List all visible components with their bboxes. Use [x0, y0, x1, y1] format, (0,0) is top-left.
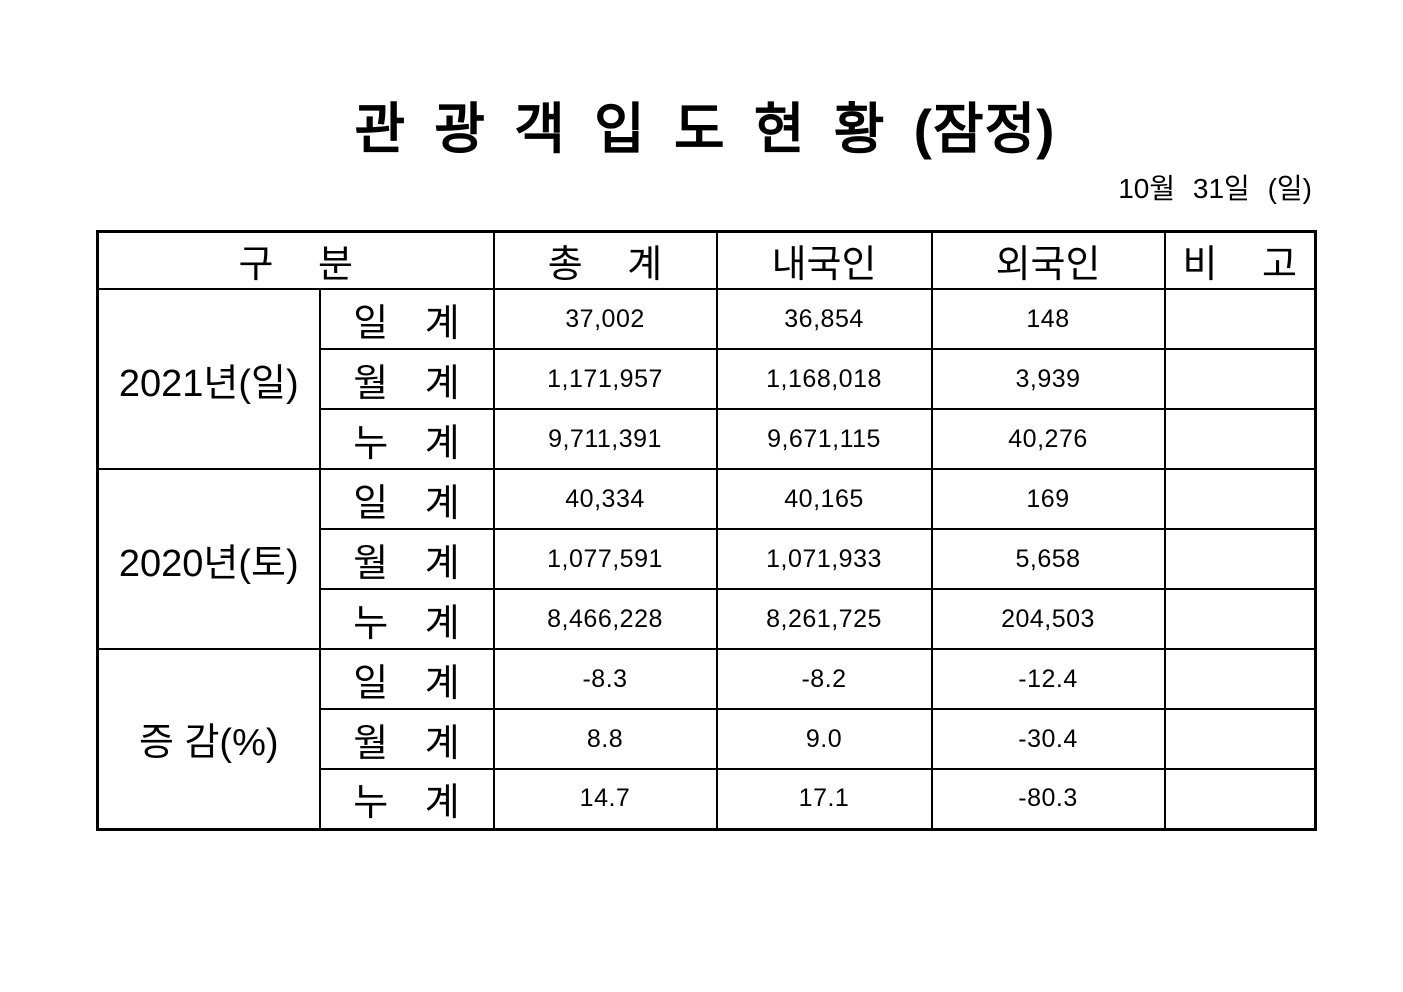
- report-date: 10월 31일 (일): [1118, 173, 1312, 204]
- group-label-change-pct: 증 감(%): [96, 648, 321, 831]
- cell-foreign: 169: [930, 468, 1166, 531]
- table-row: 2020년(토) 일 계 40,334 40,165 169: [96, 468, 1317, 651]
- table-row: 누 계 9,711,391 9,671,115 40,276: [98, 408, 1317, 471]
- cell-total: 1,171,957: [492, 348, 718, 411]
- cell-domestic: 36,854: [715, 288, 933, 351]
- cell-note: [1163, 588, 1317, 651]
- header-note: 비 고: [1163, 230, 1317, 291]
- cell-note: [1163, 408, 1317, 471]
- row-label-cumulative: 누 계: [318, 408, 495, 471]
- row-label-daily: 일 계: [318, 648, 495, 711]
- header-category: 구 분: [96, 230, 495, 291]
- group-label-2020: 2020년(토): [96, 468, 321, 651]
- cell-total: 8,466,228: [492, 588, 718, 651]
- cell-total: 8.8: [492, 708, 718, 771]
- cell-note: [1163, 528, 1317, 591]
- cell-total: 14.7: [492, 768, 718, 831]
- cell-total: 37,002: [492, 288, 718, 351]
- cell-domestic: 8,261,725: [715, 588, 933, 651]
- cell-foreign: -80.3: [930, 768, 1166, 831]
- row-label-cumulative: 누 계: [318, 588, 495, 651]
- table-row: 누 계 14.7 17.1 -80.3: [98, 768, 1317, 831]
- cell-note: [1163, 288, 1317, 351]
- cell-foreign: 40,276: [930, 408, 1166, 471]
- table-header: 구 분 총 계 내국인 외국인 비 고: [96, 230, 1317, 291]
- table-body: 2021년(일) 일 계 37,002 36,854 148 월 계 1,171…: [96, 288, 1317, 831]
- header-row: 구 분 총 계 내국인 외국인 비 고: [96, 230, 1317, 291]
- table-row: 월 계 1,077,591 1,071,933 5,658: [98, 528, 1317, 591]
- cell-foreign: -12.4: [930, 648, 1166, 711]
- cell-note: [1163, 768, 1317, 831]
- cell-domestic: 1,168,018: [715, 348, 933, 411]
- table-row: 누 계 8,466,228 8,261,725 204,503: [98, 588, 1317, 651]
- cell-foreign: 204,503: [930, 588, 1166, 651]
- cell-domestic: 9.0: [715, 708, 933, 771]
- row-label-monthly: 월 계: [318, 348, 495, 411]
- row-label-cumulative: 누 계: [318, 768, 495, 831]
- group-label-2021: 2021년(일): [96, 288, 321, 471]
- table-row: 증 감(%) 일 계 -8.3 -8.2 -12.4: [96, 648, 1317, 831]
- table-row: 2021년(일) 일 계 37,002 36,854 148: [96, 288, 1317, 471]
- cell-foreign: -30.4: [930, 708, 1166, 771]
- cell-foreign: 5,658: [930, 528, 1166, 591]
- row-label-monthly: 월 계: [318, 708, 495, 771]
- cell-domestic: 17.1: [715, 768, 933, 831]
- cell-domestic: 1,071,933: [715, 528, 933, 591]
- document-page: 관 광 객 입 도 현 황 (잠정) 10월 31일 (일) 구 분 총 계 내…: [96, 0, 1318, 831]
- row-label-daily: 일 계: [318, 288, 495, 351]
- cell-note: [1163, 648, 1317, 711]
- cell-note: [1163, 468, 1317, 531]
- document-title: 관 광 객 입 도 현 황 (잠정): [354, 98, 1056, 160]
- cell-domestic: -8.2: [715, 648, 933, 711]
- cell-total: -8.3: [492, 648, 718, 711]
- row-label-daily: 일 계: [318, 468, 495, 531]
- cell-note: [1163, 348, 1317, 411]
- header-domestic: 내국인: [715, 230, 933, 291]
- table-row: 월 계 1,171,957 1,168,018 3,939: [98, 348, 1317, 411]
- row-label-monthly: 월 계: [318, 528, 495, 591]
- cell-domestic: 9,671,115: [715, 408, 933, 471]
- cell-note: [1163, 708, 1317, 771]
- tourist-arrivals-table: 구 분 총 계 내국인 외국인 비 고 2021년(일) 일 계 37,002 …: [96, 229, 1318, 831]
- cell-total: 9,711,391: [492, 408, 718, 471]
- header-total: 총 계: [492, 230, 718, 291]
- cell-total: 40,334: [492, 468, 718, 531]
- cell-foreign: 3,939: [930, 348, 1166, 411]
- cell-foreign: 148: [930, 288, 1166, 351]
- cell-total: 1,077,591: [492, 528, 718, 591]
- table-row: 월 계 8.8 9.0 -30.4: [98, 708, 1317, 771]
- cell-domestic: 40,165: [715, 468, 933, 531]
- header-foreign: 외국인: [930, 230, 1166, 291]
